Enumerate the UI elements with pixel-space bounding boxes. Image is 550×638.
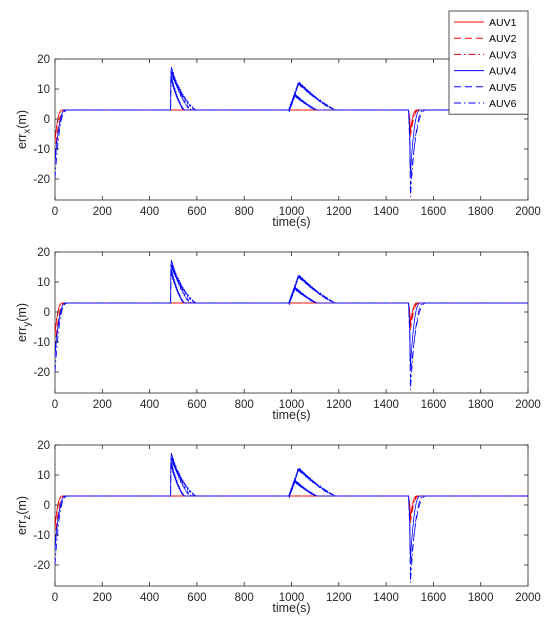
x-tick-label: 1400 [373,592,399,604]
x-tick-label: 1800 [468,399,494,411]
x-tick-label: 1200 [326,206,352,218]
y-label-unit: (m) [15,110,29,129]
x-tick-label: 200 [93,399,112,411]
y-tick-label: 0 [44,307,50,319]
legend-entry-auv6: AUV6 [489,98,517,110]
y-label-unit: (m) [15,496,29,515]
x-tick-label: 1200 [326,592,352,604]
legend-entry-auv5: AUV5 [489,82,517,94]
x-tick-label: 1600 [421,399,447,411]
y-tick-label: 10 [37,470,50,482]
y-tick-label: 20 [37,54,50,66]
series-line-auv2 [55,302,528,349]
legend: AUV1 AUV2 AUV3 AUV4 AUV5 AUV6 [448,10,529,115]
legend-entry-auv1: AUV1 [489,17,517,29]
x-tick-label: 400 [140,592,159,604]
plot-area [54,444,529,587]
x-tick-label: 1000 [279,592,305,604]
y-label-subscript: z [22,515,33,520]
x-tick-label: 800 [235,592,254,604]
x-tick-label: 1800 [468,206,494,218]
x-axis-label: time(s) [272,215,310,229]
y-label-unit: (m) [15,303,29,322]
x-tick-label: 800 [235,399,254,411]
x-tick-label: 2000 [515,592,541,604]
x-tick-label: 400 [140,206,159,218]
x-tick-label: 0 [52,592,58,604]
x-tick-label: 1600 [421,592,447,604]
x-tick-label: 0 [52,206,58,218]
y-tick-label: 0 [44,500,50,512]
x-tick-label: 2000 [515,399,541,411]
x-tick-label: 1000 [279,206,305,218]
x-axis-label: time(s) [272,408,310,422]
x-tick-label: 0 [52,399,58,411]
y-axis-label: errx(m) [15,110,33,149]
series-line-auv2 [55,109,528,156]
y-tick-label: 20 [37,440,50,452]
x-tick-label: 600 [187,399,206,411]
x-tick-label: 400 [140,399,159,411]
y-tick-label: -20 [33,560,50,572]
plot-area [54,251,529,394]
y-axis-label: erry(m) [15,303,33,342]
series-line-auv6 [55,453,528,584]
series-line-auv2 [55,495,528,542]
series-line-auv6 [55,260,528,391]
y-tick-label: -20 [33,174,50,186]
y-tick-label: 20 [37,247,50,259]
panel-2: 0 200 400 600 800 1000 1200 1400 1600 1800 2000 20 1… [15,247,541,422]
y-tick-label: -20 [33,367,50,379]
x-tick-label: 200 [93,206,112,218]
x-tick-label: 200 [93,592,112,604]
series-line-auv6 [55,67,528,198]
y-tick-label: 10 [37,84,50,96]
y-label-subscript: x [22,129,33,134]
legend-entry-auv2: AUV2 [489,33,517,45]
y-label-main: err [15,327,29,342]
x-tick-label: 600 [187,206,206,218]
x-tick-label: 2000 [515,206,541,218]
y-tick-label: -10 [33,530,50,542]
legend-entry-auv3: AUV3 [489,49,517,61]
x-tick-label: 800 [235,206,254,218]
panel-3: 0 200 400 600 800 1000 1200 1400 1600 1800 2000 20 1… [15,440,541,615]
y-label-subscript: y [22,322,33,327]
x-tick-label: 1800 [468,592,494,604]
y-tick-label: 0 [44,114,50,126]
x-tick-label: 1600 [421,206,447,218]
y-axis-label: errz(m) [15,496,33,535]
y-tick-label: -10 [33,337,50,349]
x-tick-label: 1200 [326,399,352,411]
y-tick-label: -10 [33,144,50,156]
x-tick-label: 600 [187,592,206,604]
x-axis-label: time(s) [272,601,310,615]
legend-box [448,10,529,115]
x-tick-label: 1400 [373,399,399,411]
y-label-main: err [15,134,29,149]
x-tick-label: 1400 [373,206,399,218]
x-tick-label: 1000 [279,399,305,411]
y-label-main: err [15,520,29,535]
y-tick-label: 10 [37,277,50,289]
legend-entry-auv4: AUV4 [489,66,517,78]
